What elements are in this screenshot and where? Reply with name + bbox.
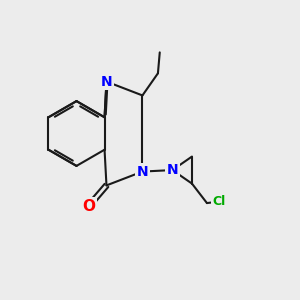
Text: O: O [82,199,95,214]
Text: N: N [101,75,112,88]
Text: N: N [136,165,148,178]
Text: N: N [167,163,178,177]
Text: Cl: Cl [212,195,226,208]
